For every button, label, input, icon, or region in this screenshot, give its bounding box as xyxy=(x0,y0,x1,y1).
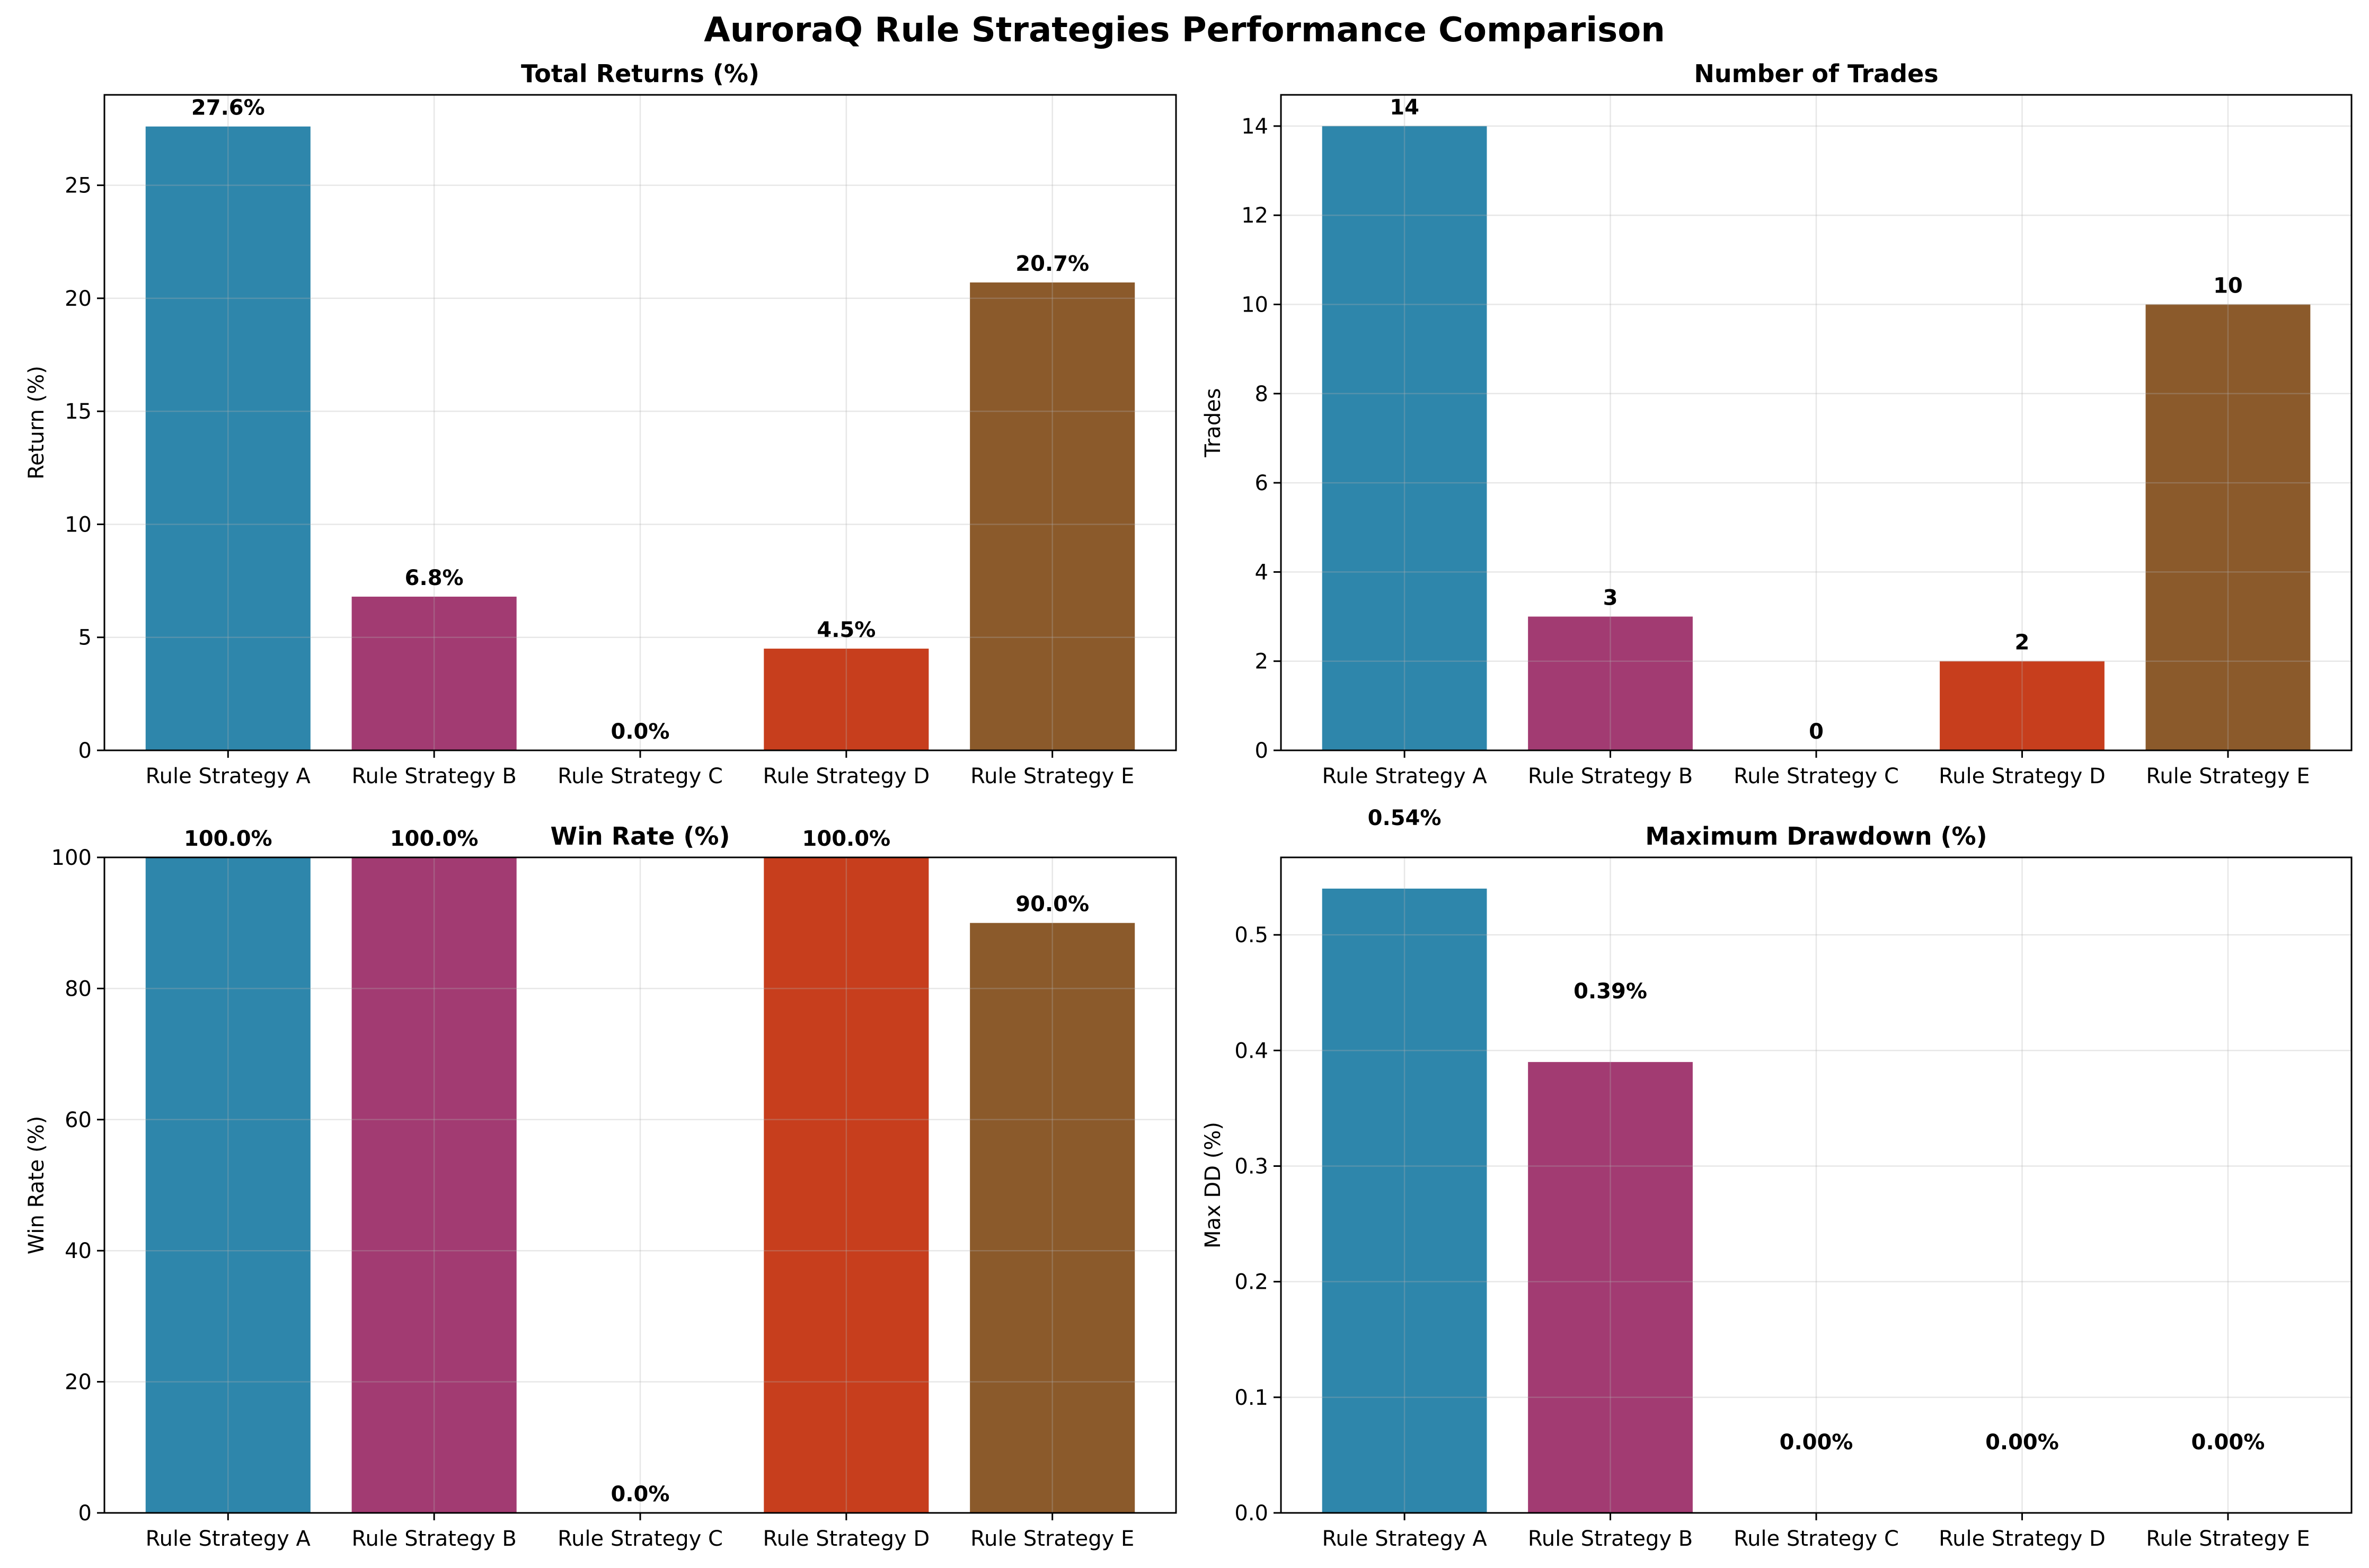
y-axis-label: Win Rate (%) xyxy=(24,1116,49,1255)
bar-total-returns-strategy-b xyxy=(351,596,517,750)
data-label-number-of-trades-strategy-c: 0 xyxy=(1809,720,1824,744)
panel-max-drawdown: 0.0 0.1 0.2 0.3 0.4 0.5 Rule Strategy A Rule St… xyxy=(1201,806,2353,1551)
y-tick-label: 40 xyxy=(65,1239,92,1263)
panel-title: Number of Trades xyxy=(1694,59,1938,88)
x-tick-label: Rule Strategy C xyxy=(558,1527,723,1551)
y-axis-label: Trades xyxy=(1201,388,1225,457)
panel-total-returns: 0 5 10 15 20 25 Rule Strategy A Rule Strategy B… xyxy=(24,59,1177,789)
panel-title: Total Returns (%) xyxy=(521,59,759,88)
y-tick-label: 20 xyxy=(65,287,92,311)
data-label-max-drawdown-strategy-e: 0.00% xyxy=(2191,1430,2265,1455)
y-tick-label: 15 xyxy=(65,400,92,424)
y-tick-label: 100 xyxy=(51,846,92,870)
panel-title: Win Rate (%) xyxy=(550,822,730,851)
bar-number-of-trades-strategy-e xyxy=(2145,304,2311,750)
data-label-win-rate-strategy-e: 90.0% xyxy=(1015,892,1089,917)
bar-total-returns-strategy-a xyxy=(145,126,311,750)
data-label-number-of-trades-strategy-a: 14 xyxy=(1390,95,1419,120)
y-tick-label: 20 xyxy=(65,1370,92,1395)
data-label-win-rate-strategy-b: 100.0% xyxy=(390,827,479,851)
panel-number-of-trades: 0 2 4 6 8 10 12 14 Rule Strategy A Rule Strategy … xyxy=(1201,59,2353,789)
data-label-total-returns-strategy-c: 0.0% xyxy=(611,720,670,744)
data-label-total-returns-strategy-a: 27.6% xyxy=(191,96,265,120)
panel-win-rate: 0 20 40 60 80 100 Rule Strategy A Rule Strategy… xyxy=(24,822,1177,1551)
x-tick-label: Rule Strategy C xyxy=(1734,1527,1899,1551)
data-label-max-drawdown-strategy-b: 0.39% xyxy=(1574,979,1647,1004)
y-axis-label: Max DD (%) xyxy=(1201,1122,1225,1248)
y-tick-label: 14 xyxy=(1241,114,1268,139)
x-tick-label: Rule Strategy B xyxy=(1528,764,1693,789)
y-tick-label: 10 xyxy=(1241,293,1268,317)
bar-number-of-trades-strategy-d xyxy=(1940,661,2105,750)
x-tick-label: Rule Strategy A xyxy=(146,1527,311,1551)
y-tick-label: 0.4 xyxy=(1234,1039,1268,1063)
y-tick-label: 5 xyxy=(78,626,92,650)
y-tick-label: 0 xyxy=(1255,739,1268,763)
data-label-win-rate-strategy-c: 0.0% xyxy=(611,1482,670,1507)
y-tick-label: 60 xyxy=(65,1108,92,1132)
x-tick-label: Rule Strategy E xyxy=(970,764,1134,789)
x-tick-label: Rule Strategy C xyxy=(1734,764,1899,789)
x-tick-label: Rule Strategy A xyxy=(146,764,311,789)
data-label-number-of-trades-strategy-d: 2 xyxy=(2015,631,2030,655)
y-tick-label: 0.5 xyxy=(1234,923,1268,947)
bar-number-of-trades-strategy-b xyxy=(1528,616,1693,750)
y-tick-label: 80 xyxy=(65,977,92,1001)
y-tick-label: 0.3 xyxy=(1234,1155,1268,1179)
data-label-win-rate-strategy-a: 100.0% xyxy=(184,827,272,851)
data-label-total-returns-strategy-d: 4.5% xyxy=(817,618,876,642)
y-tick-label: 0.1 xyxy=(1234,1386,1268,1410)
data-label-number-of-trades-strategy-b: 3 xyxy=(1603,586,1618,610)
data-label-max-drawdown-strategy-a: 0.54% xyxy=(1368,806,1442,830)
x-tick-label: Rule Strategy A xyxy=(1322,1527,1487,1551)
x-tick-label: Rule Strategy D xyxy=(1939,764,2106,789)
bar-number-of-trades-strategy-a xyxy=(1322,126,1487,750)
x-tick-label: Rule Strategy D xyxy=(763,1527,930,1551)
x-tick-label: Rule Strategy D xyxy=(763,764,930,789)
bar-total-returns-strategy-d xyxy=(764,649,929,750)
data-label-number-of-trades-strategy-e: 10 xyxy=(2213,274,2243,298)
y-tick-label: 25 xyxy=(65,174,92,198)
y-tick-label: 6 xyxy=(1255,471,1268,495)
bar-total-returns-strategy-e xyxy=(970,282,1135,750)
y-axis-label: Return (%) xyxy=(24,366,49,480)
y-tick-label: 10 xyxy=(65,512,92,537)
x-tick-label: Rule Strategy D xyxy=(1939,1527,2106,1551)
data-label-max-drawdown-strategy-c: 0.00% xyxy=(1780,1430,1853,1455)
panel-title: Maximum Drawdown (%) xyxy=(1645,822,1987,851)
bar-win-rate-strategy-a xyxy=(145,857,311,1513)
x-tick-label: Rule Strategy E xyxy=(2146,764,2310,789)
data-label-win-rate-strategy-d: 100.0% xyxy=(802,827,891,851)
data-label-total-returns-strategy-e: 20.7% xyxy=(1015,252,1089,276)
data-label-total-returns-strategy-b: 6.8% xyxy=(405,566,464,590)
bar-win-rate-strategy-e xyxy=(970,923,1135,1513)
y-tick-label: 12 xyxy=(1241,203,1268,228)
x-tick-label: Rule Strategy E xyxy=(970,1527,1134,1551)
y-tick-label: 4 xyxy=(1255,560,1268,584)
x-tick-label: Rule Strategy E xyxy=(2146,1527,2310,1551)
y-tick-label: 8 xyxy=(1255,382,1268,406)
figure-title: AuroraQ Rule Strategies Performance Comp… xyxy=(704,11,1665,50)
bar-max-drawdown-strategy-a xyxy=(1322,888,1487,1513)
x-tick-label: Rule Strategy B xyxy=(1528,1527,1693,1551)
x-tick-label: Rule Strategy A xyxy=(1322,764,1487,789)
x-tick-label: Rule Strategy B xyxy=(351,1527,516,1551)
bar-max-drawdown-strategy-b xyxy=(1528,1062,1693,1513)
x-tick-label: Rule Strategy C xyxy=(558,764,723,789)
x-tick-label: Rule Strategy B xyxy=(351,764,516,789)
y-tick-label: 2 xyxy=(1255,650,1268,674)
y-tick-label: 0 xyxy=(78,739,92,763)
y-tick-label: 0 xyxy=(78,1501,92,1526)
data-label-max-drawdown-strategy-d: 0.00% xyxy=(1985,1430,2059,1455)
y-tick-label: 0.2 xyxy=(1234,1270,1268,1295)
bar-win-rate-strategy-b xyxy=(351,857,517,1513)
bar-win-rate-strategy-d xyxy=(764,857,929,1513)
y-tick-label: 0.0 xyxy=(1234,1501,1268,1526)
